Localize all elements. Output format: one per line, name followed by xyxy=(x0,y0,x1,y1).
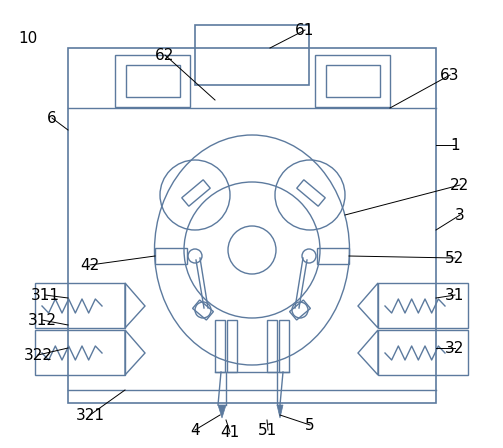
Bar xyxy=(279,320,289,372)
Text: 22: 22 xyxy=(450,177,470,193)
Polygon shape xyxy=(358,283,378,328)
Text: 32: 32 xyxy=(445,340,465,356)
Text: 312: 312 xyxy=(28,313,56,327)
Text: 311: 311 xyxy=(31,288,59,302)
Bar xyxy=(378,283,468,328)
Polygon shape xyxy=(125,330,145,375)
Text: 1: 1 xyxy=(450,138,460,152)
Bar xyxy=(195,25,309,85)
Text: 51: 51 xyxy=(259,422,278,438)
Text: 61: 61 xyxy=(295,22,315,38)
Text: 42: 42 xyxy=(80,258,100,272)
Text: 31: 31 xyxy=(445,288,465,302)
Bar xyxy=(126,65,180,97)
Text: 321: 321 xyxy=(75,408,105,422)
Bar xyxy=(317,248,349,264)
Text: 322: 322 xyxy=(24,348,52,362)
Bar xyxy=(155,248,187,264)
Text: 3: 3 xyxy=(455,207,465,223)
Bar xyxy=(115,55,190,107)
Text: 41: 41 xyxy=(220,425,239,439)
Bar xyxy=(215,320,225,372)
Text: 6: 6 xyxy=(47,111,57,125)
Bar xyxy=(35,330,125,375)
Bar xyxy=(227,320,237,372)
Text: 62: 62 xyxy=(155,47,175,63)
Text: 10: 10 xyxy=(19,30,38,46)
Polygon shape xyxy=(218,405,226,418)
Bar xyxy=(315,55,390,107)
Bar xyxy=(326,65,380,97)
Text: 4: 4 xyxy=(190,422,200,438)
Bar xyxy=(68,48,436,403)
Polygon shape xyxy=(277,405,283,418)
Bar xyxy=(35,283,125,328)
Text: 63: 63 xyxy=(440,68,460,82)
Polygon shape xyxy=(358,330,378,375)
Polygon shape xyxy=(125,283,145,328)
Text: 52: 52 xyxy=(445,250,465,266)
Bar xyxy=(378,330,468,375)
Text: 5: 5 xyxy=(305,418,315,432)
Bar xyxy=(267,320,277,372)
